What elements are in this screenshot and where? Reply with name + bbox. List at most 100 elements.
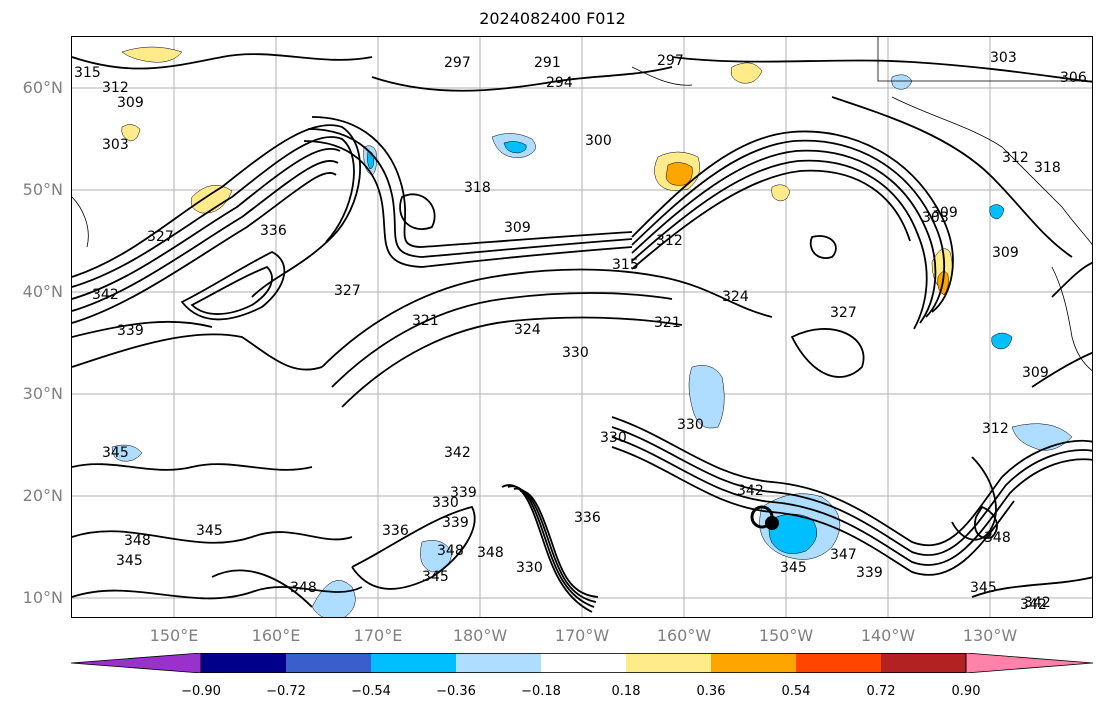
contour-label: 336 xyxy=(574,510,601,526)
contour-label: 309 xyxy=(504,220,531,236)
colorbar-segment xyxy=(881,653,966,673)
lon-label-180w: 180°W xyxy=(452,626,508,645)
contour-label: 330 xyxy=(600,430,627,446)
colorbar-tick: −0.36 xyxy=(436,684,476,699)
contour-label: 345 xyxy=(780,560,807,576)
contour-label: 347 xyxy=(830,547,857,563)
contour-label: 321 xyxy=(654,315,681,331)
lat-label-50n: 50°N xyxy=(22,180,63,199)
storm-center-marker xyxy=(765,516,779,530)
colorbar-segment xyxy=(371,653,456,673)
colorbar-extend-right xyxy=(965,653,1093,673)
contour-label: 312 xyxy=(1002,150,1029,166)
contour-label: 348 xyxy=(477,545,504,561)
contour-label: 348 xyxy=(984,530,1011,546)
contour-label: 348 xyxy=(437,543,464,559)
contour-label: 327 xyxy=(147,229,174,245)
contour-label: 312 xyxy=(656,233,683,249)
colorbar xyxy=(71,653,1093,673)
contour-label: 345 xyxy=(422,569,449,585)
contour-label: 345 xyxy=(102,445,129,461)
lat-label-20n: 20°N xyxy=(22,486,63,505)
contour-label: 345 xyxy=(196,523,223,539)
lon-label-150e: 150°E xyxy=(149,626,199,645)
lon-label-150w: 150°W xyxy=(758,626,814,645)
colorbar-segment xyxy=(286,653,371,673)
contour-label: 294 xyxy=(546,75,573,91)
colorbar-tick: 0.72 xyxy=(866,684,896,699)
colorbar-extend-left xyxy=(71,653,202,673)
contour-label: 342 xyxy=(92,287,119,303)
contour-label: 327 xyxy=(334,283,361,299)
contour-lines xyxy=(72,53,1092,613)
contour-label: 330 xyxy=(562,345,589,361)
contour-label: 297 xyxy=(444,55,471,71)
contour-label: 309 xyxy=(1022,365,1049,381)
contour-label: 330 xyxy=(516,560,543,576)
colorbar-tick: −0.72 xyxy=(266,684,306,699)
lon-label-160w: 160°W xyxy=(656,626,712,645)
colorbar-tick: 0.18 xyxy=(611,684,641,699)
contour-label: 342 xyxy=(1024,595,1051,611)
colorbar-tick: −0.18 xyxy=(521,684,561,699)
contour-label: 315 xyxy=(74,65,101,81)
lon-label-170e: 170°E xyxy=(353,626,403,645)
lon-label-170w: 170°W xyxy=(554,626,610,645)
contour-map: 315 312 309 303 297 291 294 297 300 303 … xyxy=(72,37,1092,617)
colorbar-segment xyxy=(626,653,711,673)
contour-label: 336 xyxy=(382,523,409,539)
colorbar-tick: −0.54 xyxy=(351,684,391,699)
contour-label: 324 xyxy=(514,322,541,338)
contour-labels: 315 312 309 303 297 291 294 297 300 303 … xyxy=(74,50,1087,613)
lat-label-30n: 30°N xyxy=(22,384,63,403)
colorbar-tick: −0.90 xyxy=(181,684,221,699)
contour-label: 309 xyxy=(992,245,1019,261)
contour-label: 342 xyxy=(737,483,764,499)
contour-label: 342 xyxy=(444,445,471,461)
map-title: 2024082400 F012 xyxy=(479,9,626,28)
contour-label: 309 xyxy=(117,95,144,111)
contour-label: 345 xyxy=(116,553,143,569)
contour-label: 297 xyxy=(657,53,684,69)
contour-label: 303 xyxy=(922,210,949,226)
contour-label: 321 xyxy=(412,313,439,329)
lat-label-60n: 60°N xyxy=(22,78,63,97)
contour-label: 339 xyxy=(117,323,144,339)
colorbar-tick: 0.36 xyxy=(696,684,726,699)
contour-label: 330 xyxy=(432,495,459,511)
contour-label: 348 xyxy=(290,580,317,596)
lon-label-130w: 130°W xyxy=(962,626,1018,645)
contour-label: 318 xyxy=(464,180,491,196)
contour-label: 330 xyxy=(677,417,704,433)
contour-label: 303 xyxy=(102,137,129,153)
lat-label-10n: 10°N xyxy=(22,588,63,607)
contour-label: 306 xyxy=(1060,70,1087,86)
contour-label: 309 xyxy=(931,205,958,221)
colorbar-tick: 0.54 xyxy=(781,684,811,699)
coastlines xyxy=(72,37,1092,371)
colorbar-segment xyxy=(201,653,286,673)
contour-label: 342 xyxy=(1020,597,1047,613)
contour-label: 312 xyxy=(982,421,1009,437)
colorbar-segment xyxy=(456,653,541,673)
contour-label: 300 xyxy=(585,133,612,149)
contour-label: 312 xyxy=(102,80,129,96)
lon-label-160e: 160°E xyxy=(251,626,301,645)
contour-label: 327 xyxy=(830,305,857,321)
contour-label: 339 xyxy=(442,515,469,531)
contour-label: 339 xyxy=(450,485,477,501)
contour-label: 348 xyxy=(124,533,151,549)
lon-label-140w: 140°W xyxy=(860,626,916,645)
contour-label: 336 xyxy=(260,223,287,239)
contour-label: 324 xyxy=(722,289,749,305)
contour-label: 291 xyxy=(534,55,561,71)
contour-label: 345 xyxy=(970,580,997,596)
contour-label: 315 xyxy=(612,257,639,273)
lat-label-40n: 40°N xyxy=(22,282,63,301)
contour-label: 318 xyxy=(1034,160,1061,176)
colorbar-segment xyxy=(796,653,881,673)
map-plot-area[interactable]: 315 312 309 303 297 291 294 297 300 303 … xyxy=(71,36,1093,618)
colorbar-segment xyxy=(711,653,796,673)
colorbar-segment xyxy=(541,653,626,673)
graticule xyxy=(72,37,1092,617)
